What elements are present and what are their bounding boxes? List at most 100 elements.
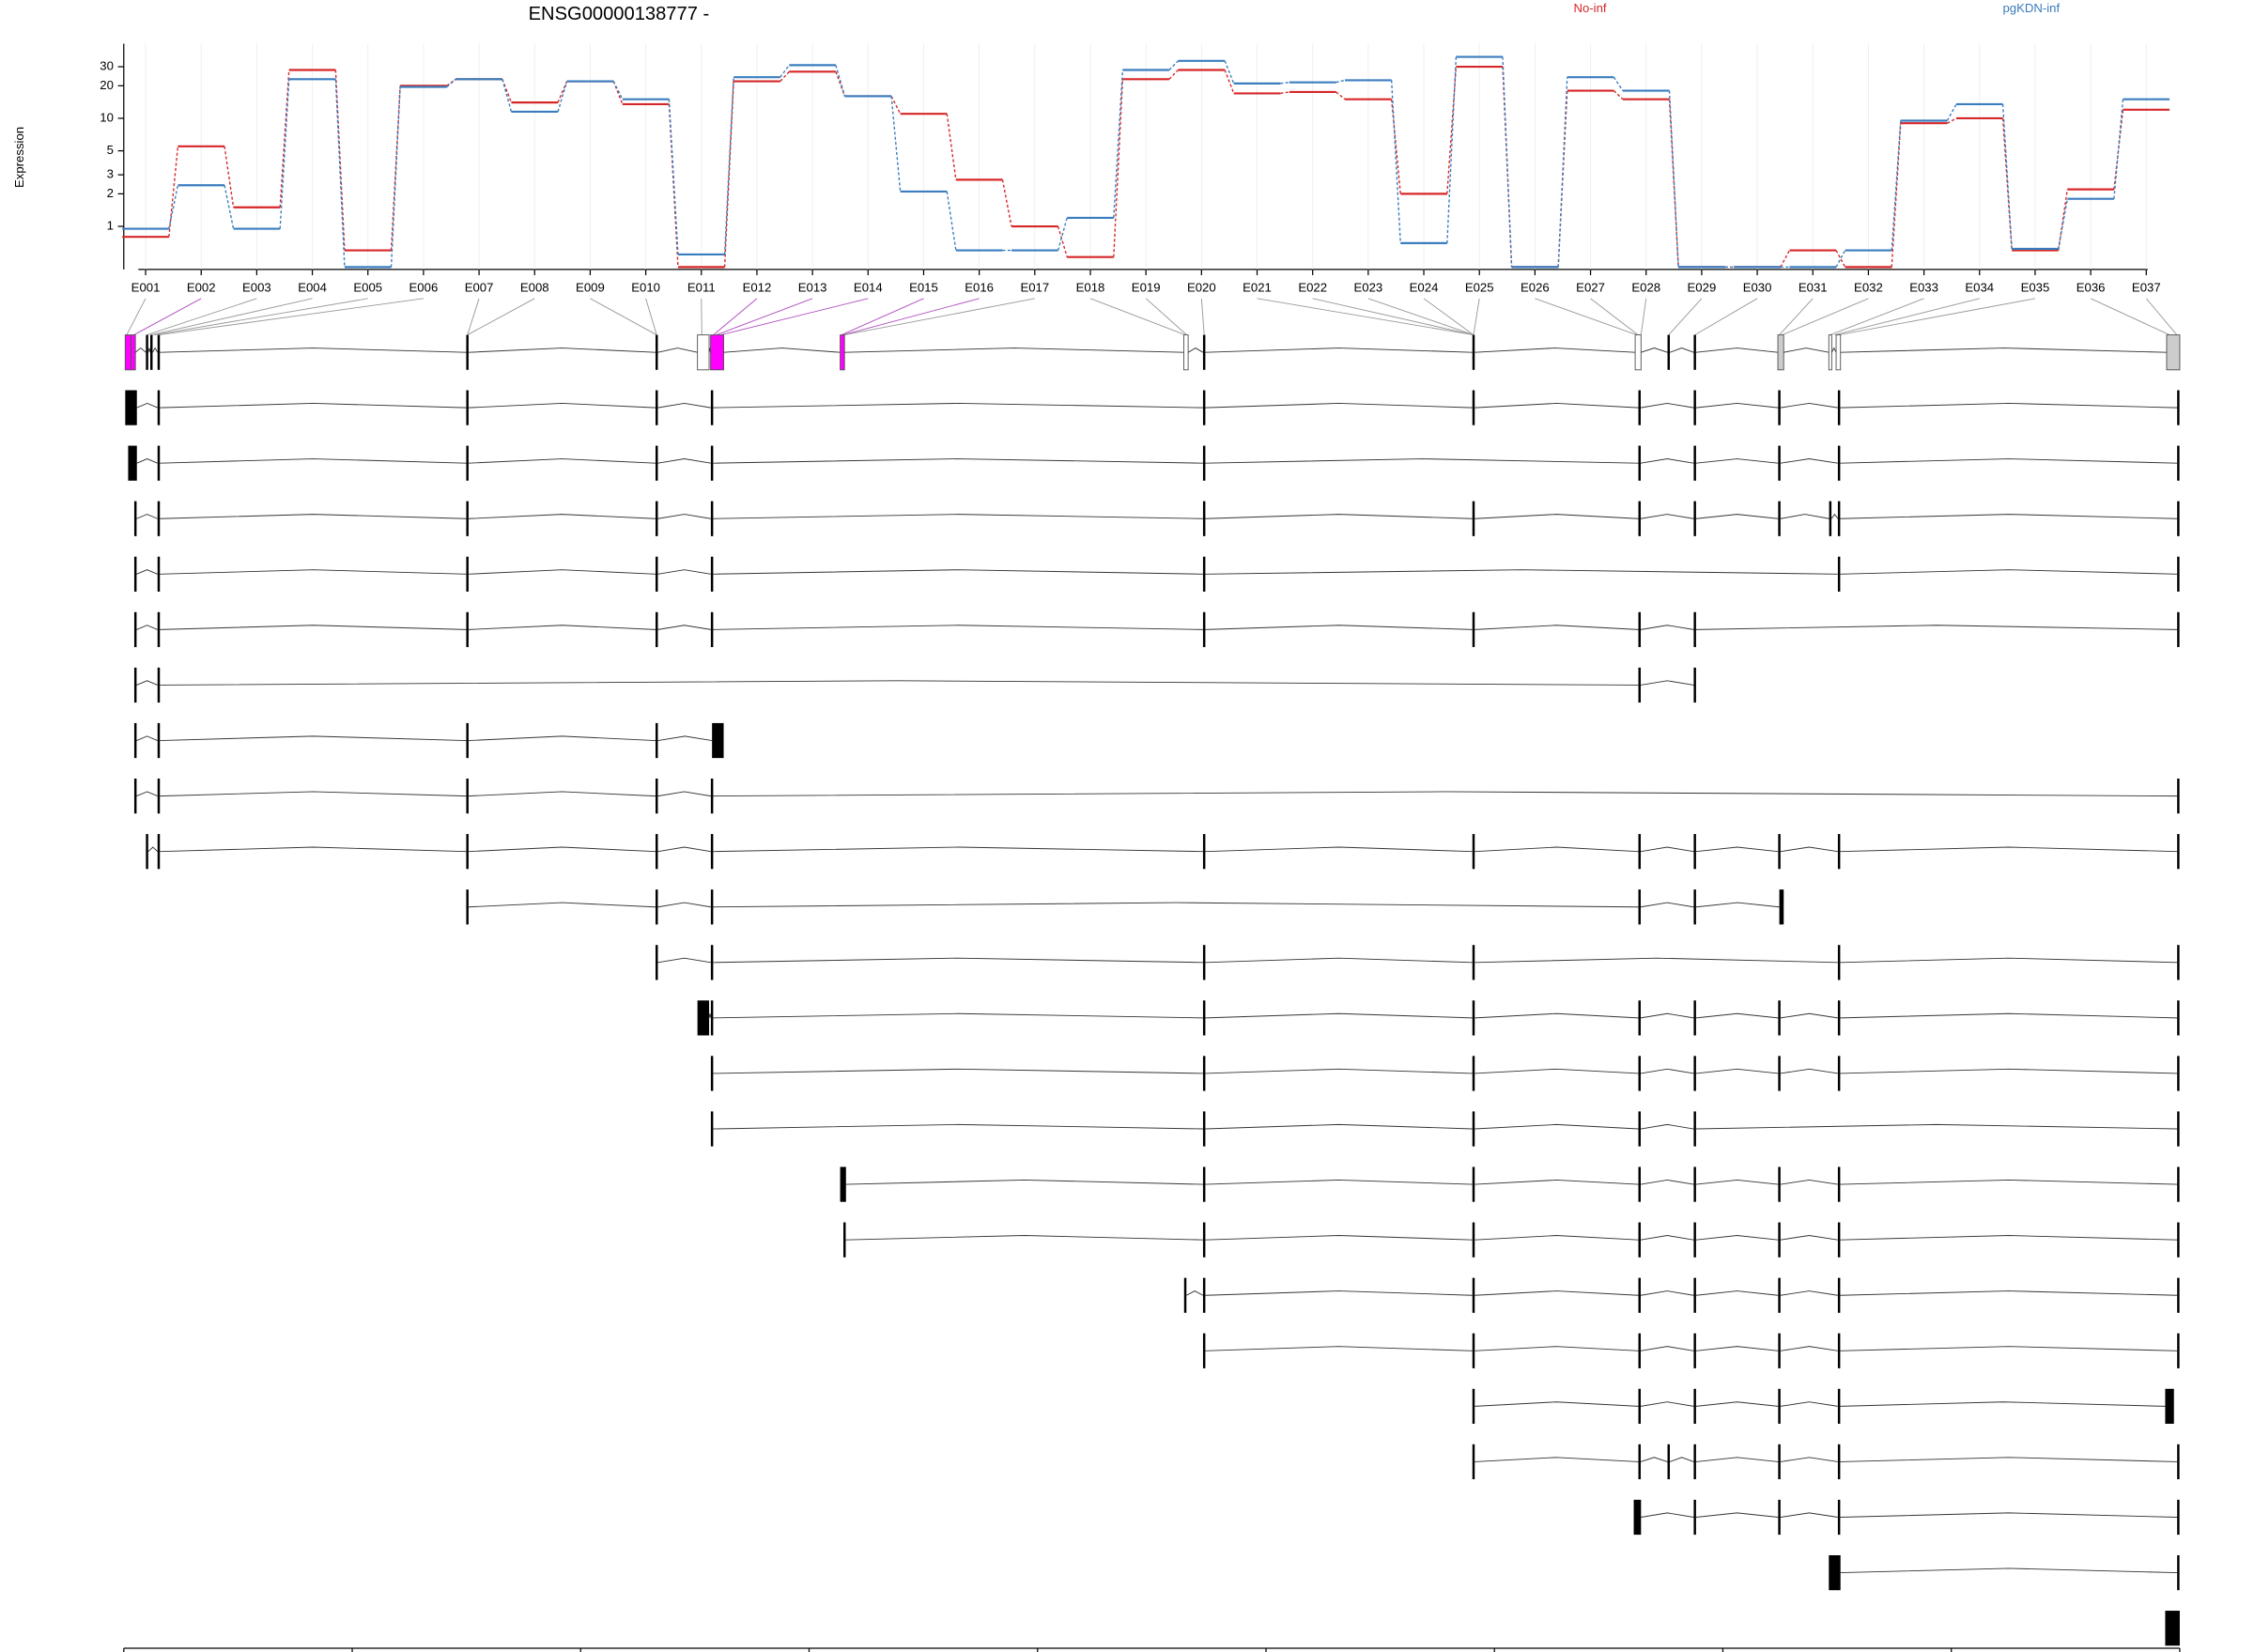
intron <box>713 625 1203 630</box>
step-connector <box>1335 91 1346 100</box>
intron <box>1205 458 1639 464</box>
exon <box>133 501 137 536</box>
intron <box>1641 347 1668 353</box>
exon <box>1693 1444 1696 1480</box>
intron <box>1780 1401 1838 1407</box>
exon <box>466 556 469 592</box>
exon <box>712 722 724 759</box>
exon <box>710 1111 714 1147</box>
exon <box>466 445 469 481</box>
exon-connector <box>645 298 657 335</box>
intron <box>160 735 467 741</box>
step-connector <box>1057 217 1068 251</box>
exon <box>1633 1499 1642 1536</box>
step-connector <box>1224 69 1235 94</box>
intron <box>713 402 1203 409</box>
intron <box>1840 1512 2178 1518</box>
intron <box>468 625 656 630</box>
exon <box>655 390 658 425</box>
exon <box>655 501 658 536</box>
step-connector <box>946 114 957 180</box>
exon <box>157 834 161 870</box>
exon-connector <box>841 298 924 336</box>
step-connector <box>890 96 902 115</box>
intron <box>1780 846 1838 853</box>
y-tick-label: 30 <box>100 59 114 73</box>
exon <box>1778 1277 1781 1313</box>
intron <box>1474 1401 1639 1407</box>
intron <box>1205 402 1473 409</box>
exon <box>655 889 658 925</box>
step-connector <box>168 185 179 229</box>
exon <box>1778 1166 1781 1202</box>
intron <box>713 1123 1203 1130</box>
exon-connector <box>1089 298 1186 336</box>
exon <box>1693 1222 1696 1258</box>
intron <box>147 347 151 353</box>
step-connector <box>1335 79 1346 84</box>
intron <box>657 735 713 741</box>
chart-title: ENSG00000138777 - <box>529 4 710 24</box>
step-connector <box>2058 198 2068 250</box>
legend-label: No-inf <box>1573 1 1606 15</box>
exon <box>1472 1000 1475 1036</box>
exon <box>1778 1388 1781 1424</box>
intron <box>845 1235 1203 1241</box>
intron <box>1205 1012 1473 1019</box>
exon <box>710 501 714 536</box>
step-connector <box>1891 120 1902 251</box>
exon <box>1693 501 1696 536</box>
step-connector <box>502 79 513 103</box>
step-connector <box>835 65 846 97</box>
exon <box>710 1000 714 1036</box>
intron <box>1840 458 2178 464</box>
exon <box>655 611 658 647</box>
x-tick-label: E008 <box>520 280 549 294</box>
exon <box>466 611 469 647</box>
exon <box>1693 334 1696 370</box>
exon <box>1693 445 1696 481</box>
exon <box>840 334 845 371</box>
x-tick-label: E003 <box>242 280 271 294</box>
intron <box>1640 1012 1694 1019</box>
intron <box>1205 514 1473 519</box>
step-connector <box>1502 56 1513 268</box>
x-tick-label: E037 <box>2132 280 2161 294</box>
exon <box>1202 556 1206 592</box>
intron <box>1695 1290 1779 1296</box>
intron <box>1474 514 1639 519</box>
intron <box>468 791 656 797</box>
intron <box>657 402 711 409</box>
intron <box>136 791 158 797</box>
y-tick-label: 3 <box>107 167 114 181</box>
intron <box>1780 1179 1838 1185</box>
exon-connector <box>1839 298 2036 336</box>
exon <box>1693 834 1696 870</box>
exon <box>124 334 132 371</box>
intron <box>1840 514 2178 519</box>
intron <box>160 347 467 353</box>
exon <box>1472 1111 1475 1147</box>
intron <box>1840 846 2178 853</box>
intron <box>1205 1235 1473 1241</box>
exon <box>710 334 725 371</box>
exon <box>1837 1444 1841 1480</box>
step-connector <box>780 70 790 83</box>
exon <box>1778 1499 1781 1536</box>
exon <box>710 445 714 481</box>
exon <box>710 834 714 870</box>
step-connector <box>890 96 902 193</box>
exon <box>2177 1277 2180 1313</box>
intron <box>657 569 711 575</box>
x-tick-label: E018 <box>1076 280 1105 294</box>
plot-area: ENSG00000138777 - Expression 1 2 3 5 10 20 30 E… <box>12 1 2181 1652</box>
step-connector <box>390 86 401 268</box>
intron <box>1695 1179 1779 1185</box>
exon <box>1667 1444 1670 1480</box>
exon <box>1202 945 1206 980</box>
exon-connector <box>154 298 368 336</box>
step-connector <box>1168 69 1180 80</box>
step-connector <box>1947 117 1957 124</box>
exon-connector <box>133 298 202 336</box>
exon <box>2177 556 2180 592</box>
